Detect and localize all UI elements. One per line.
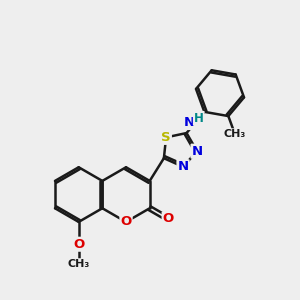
Text: N: N [184,116,195,129]
Text: H: H [194,112,204,125]
Text: N: N [178,160,189,173]
Text: S: S [161,131,171,144]
Text: O: O [163,212,174,226]
Text: O: O [120,215,132,228]
Text: O: O [73,238,84,251]
Text: N: N [191,145,203,158]
Text: CH₃: CH₃ [224,129,246,139]
Text: CH₃: CH₃ [68,259,90,269]
